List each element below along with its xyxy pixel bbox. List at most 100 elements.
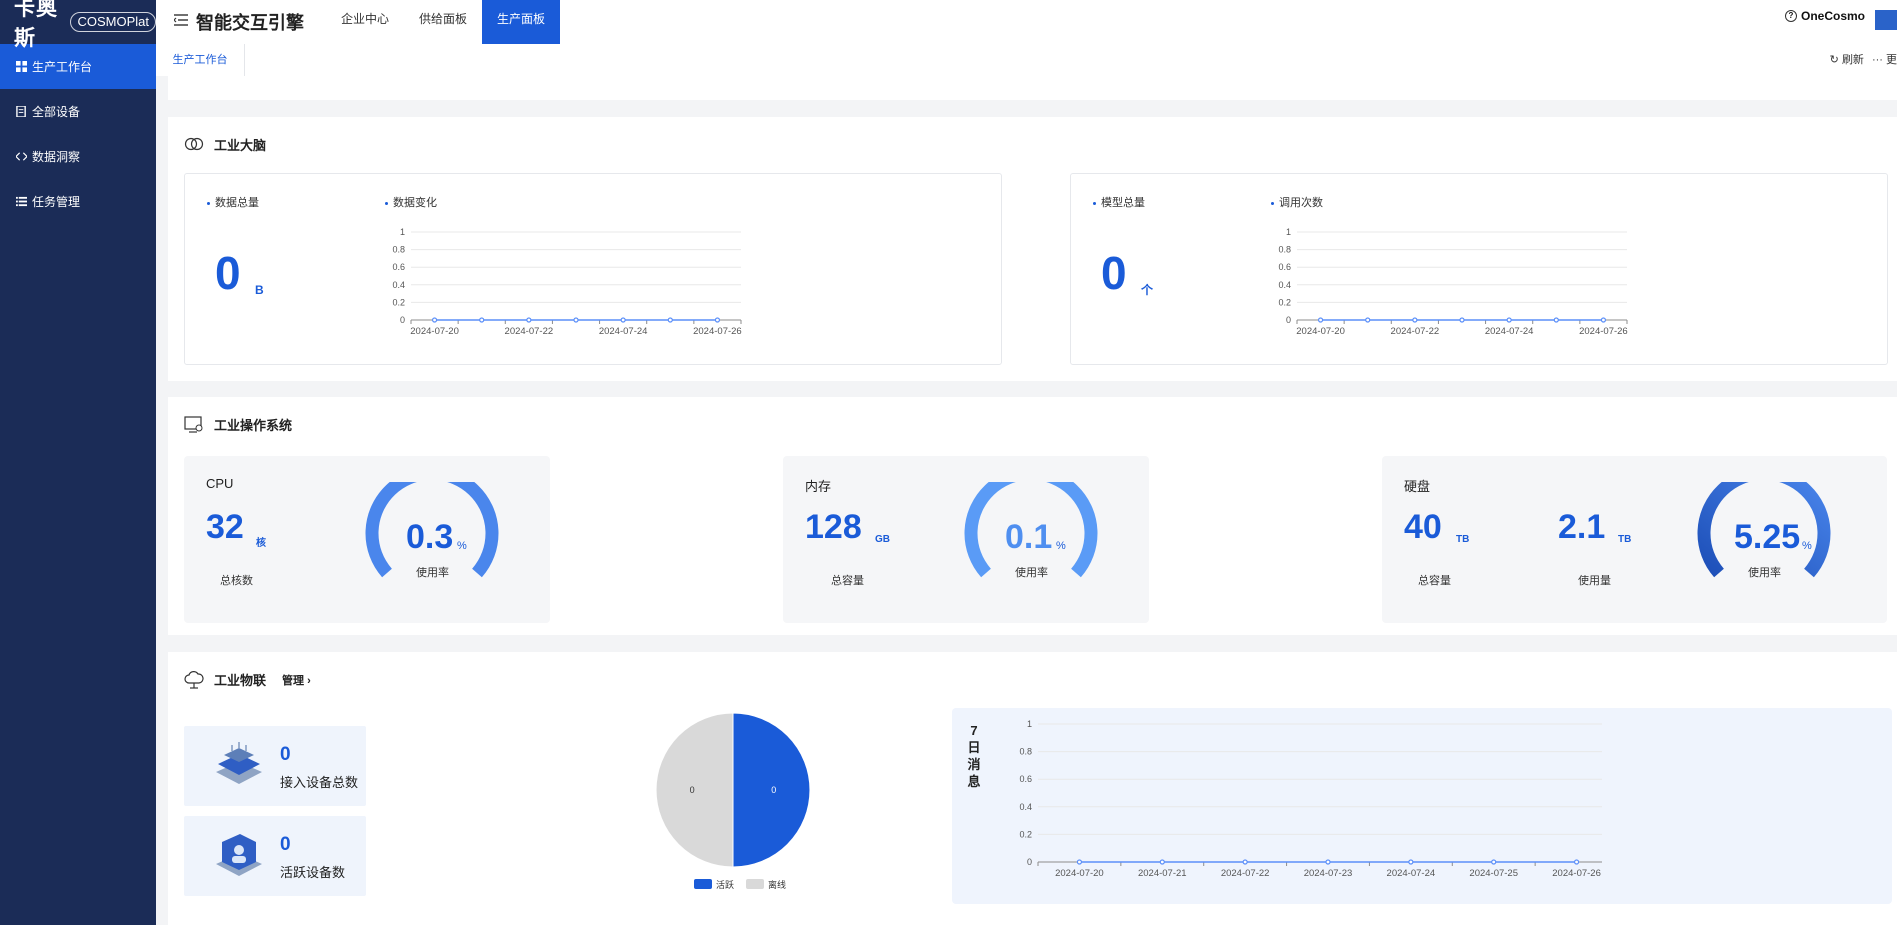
y-tick-label: 0.2 (1278, 297, 1291, 307)
brand-name-cn: 卡奥斯 (14, 0, 58, 50)
legend-label: 离线 (768, 879, 786, 890)
brand-name-en: COSMOPlat (70, 12, 156, 32)
sidebar: 卡奥斯 COSMOPlat 生产工作台 全部设备 数据洞察 任务管理 (0, 0, 156, 925)
x-tick-label: 2024-07-24 (1387, 868, 1436, 876)
pie-slice (655, 712, 734, 868)
data-point (1573, 859, 1580, 865)
tab-workbench[interactable]: 生产工作台 (156, 44, 245, 76)
sub-bar: 生产工作台 ↻ 刷新 ··· 更 (156, 44, 1897, 76)
x-tick-label: 2024-07-26 (1579, 326, 1628, 337)
data-card: 数据总量 0 B 数据变化 0 0.2 0.4 0.6 0.8 1 2024-07-20 20… (184, 173, 1002, 365)
pie-slice (732, 712, 811, 868)
active-devices-card: 0 活跃设备数 (184, 816, 366, 896)
brain-icon (184, 137, 204, 150)
more-button[interactable]: ··· 更 (1872, 44, 1897, 76)
data-point (1600, 317, 1607, 323)
cloud-icon (184, 670, 204, 689)
tab-supply-panel[interactable]: 供给面板 (419, 12, 468, 26)
sidebar-item-label: 生产工作台 (32, 60, 93, 74)
memory-value: 128 (805, 508, 862, 546)
memory-title: 内存 (805, 479, 832, 494)
pie-data-label: 0 (690, 785, 695, 795)
y-tick-label: 0 (1286, 315, 1291, 325)
disk-used-caption: 使用量 (1578, 575, 1611, 587)
data-point (526, 317, 532, 323)
sidebar-item-tasks[interactable]: 任务管理 (0, 179, 156, 224)
data-total-label: 数据总量 (207, 194, 259, 210)
panel-title: 工业大脑 (184, 135, 266, 154)
active-devices-value: 0 (280, 834, 291, 855)
sidebar-item-label: 数据洞察 (32, 150, 81, 164)
panel-title: 工业操作系统 (184, 415, 292, 434)
top-bar: 智能交互引擎 企业中心 供给面板 生产面板 ? OneCosmo (156, 0, 1897, 45)
code-icon (16, 152, 27, 161)
sidebar-item-insights[interactable]: 数据洞察 (0, 134, 156, 179)
cpu-cores-caption: 总核数 (220, 575, 253, 587)
device-icon (16, 106, 26, 117)
cpu-title: CPU (206, 476, 234, 491)
y-tick-label: 1 (400, 227, 405, 237)
sidebar-item-devices[interactable]: 全部设备 (0, 89, 156, 134)
connected-devices-value: 0 (280, 744, 291, 765)
x-tick-label: 2024-07-23 (1304, 868, 1353, 876)
sidebar-item-workbench[interactable]: 生产工作台 (0, 44, 156, 89)
refresh-label: 刷新 (1841, 54, 1864, 66)
sidebar-item-label: 全部设备 (32, 105, 81, 119)
panel-title-label: 工业大脑 (214, 138, 267, 153)
legend-swatch (746, 879, 764, 889)
model-total-unit: 个 (1141, 283, 1154, 297)
data-point (1159, 859, 1165, 865)
disk-total-value: 40 (1404, 508, 1442, 546)
panel-title-label: 工业操作系统 (214, 418, 293, 433)
y-tick-label: 0 (400, 315, 405, 325)
data-change-chart: 0 0.2 0.4 0.6 0.8 1 2024-07-20 2024-07-22 2024-0… (392, 227, 742, 337)
data-point (1491, 859, 1497, 865)
device-status-pie: 0 0 活跃 离线 (655, 712, 811, 890)
data-point (1325, 859, 1331, 865)
tab-production-panel[interactable]: 生产面板 (482, 0, 561, 44)
y-tick-label: 0.4 (1278, 280, 1291, 290)
data-point (1506, 317, 1512, 323)
data-point (1408, 859, 1414, 865)
data-point (1459, 317, 1465, 323)
manage-link[interactable]: 管理 › (282, 672, 311, 688)
model-total-value: 0 (1101, 247, 1127, 299)
y-tick-label: 0.8 (392, 245, 405, 255)
top-tabs: 企业中心 供给面板 生产面板 (326, 0, 561, 44)
x-tick-label: 2024-07-26 (693, 326, 742, 337)
memory-usage-unit: % (1056, 540, 1066, 552)
y-tick-label: 0.2 (392, 297, 405, 307)
x-tick-label: 2024-07-22 (1391, 326, 1440, 337)
active-device-icon (216, 834, 262, 876)
y-tick-label: 0.8 (1278, 245, 1291, 255)
menu-collapse-icon[interactable] (174, 13, 188, 27)
y-tick-label: 0.8 (1019, 747, 1032, 757)
model-total-label: 模型总量 (1093, 194, 1145, 210)
data-point (1412, 317, 1418, 323)
data-total-value: 0 (215, 247, 241, 299)
help-label: OneCosmo (1800, 9, 1865, 23)
panel-title: 工业物联 管理 › (184, 670, 311, 689)
cpu-gauge (365, 482, 499, 578)
disk-usage-caption: 使用率 (1748, 567, 1781, 579)
tab-enterprise-center[interactable]: 企业中心 (341, 12, 390, 26)
refresh-button[interactable]: ↻ 刷新 (1830, 44, 1864, 76)
call-count-label: 调用次数 (1271, 194, 1323, 210)
legend-swatch (694, 879, 712, 889)
y-tick-label: 0.6 (1278, 262, 1291, 272)
data-point (1553, 317, 1559, 323)
help-link[interactable]: ? OneCosmo (1784, 9, 1865, 23)
brand-logo[interactable]: 卡奥斯 COSMOPlat (0, 0, 156, 50)
memory-caption: 总容量 (831, 575, 864, 587)
cpu-card: CPU 32 核 总核数 0.3 % 使用率 (184, 456, 550, 623)
y-tick-label: 0.6 (1019, 774, 1032, 784)
x-tick-label: 2024-07-21 (1138, 868, 1187, 876)
cpu-usage-unit: % (457, 540, 467, 552)
legend-label: 活跃 (716, 879, 734, 890)
grid-icon (16, 61, 27, 72)
data-point (1242, 859, 1248, 865)
collapsed-panel-strip (168, 76, 1897, 100)
x-tick-label: 2024-07-24 (1485, 326, 1534, 337)
disk-title: 硬盘 (1404, 479, 1431, 494)
messages-chart: 0 0.2 0.4 0.6 0.8 1 2024-07-20 2024-07-21 2024-0… (1019, 719, 1602, 876)
